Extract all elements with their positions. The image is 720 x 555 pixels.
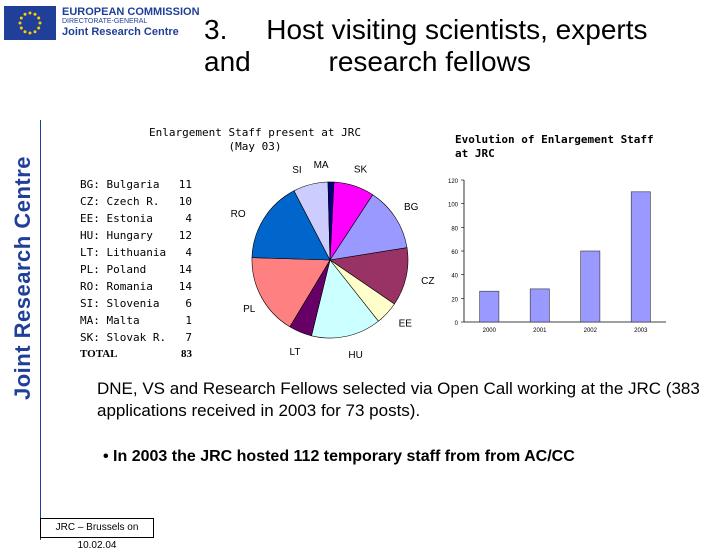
body-paragraph: DNE, VS and Research Fellows selected vi… [97,379,700,420]
pie-chart: SK BG CZ EE HU LT PL RO SI MA [231,160,435,360]
side-divider [40,120,41,540]
pie-subtitle-line: (May 03) [228,140,282,153]
logo-dg-text: DIRECTORATE-GENERAL [62,18,148,25]
slide-title: 3. Host visiting scientists, experts and… [204,14,648,78]
legend-country: SI: Slovenia [80,297,160,310]
legend-count: 10 [178,195,192,208]
legend-row: SK: Slovak R. 7 [80,329,192,346]
pie-label: PL [243,304,256,315]
legend-count: 1 [185,314,192,327]
bar-x-tick-label: 2002 [584,328,598,334]
legend-row: TOTAL 83 [80,346,192,363]
legend-row: RO: Romania 14 [80,278,192,295]
legend-country: TOTAL [80,348,118,360]
pie-label: LT [290,347,301,358]
legend-row: LT: Lithuania 4 [80,244,192,261]
legend-count: 83 [181,348,192,360]
slide-title-line2: and research fellows [204,46,531,77]
pie-label: BG [404,202,419,213]
legend-country: PL: Poland [80,263,147,276]
pie-label: RO [231,209,246,220]
pie-slice-pl [251,257,331,328]
logo-commission-text: EUROPEAN COMMISSION [62,6,200,18]
pie-label: CZ [421,276,434,287]
jrc-logo: EUROPEAN COMMISSION DIRECTORATE-GENERAL … [4,4,200,42]
bar-chart-title: Evolution of Enlargement Staff at JRC [455,133,654,160]
footer-label: JRC – Brussels on 10.02.04 [40,518,154,551]
eu-flag-icon [4,6,56,40]
pie-slice-bg [329,194,408,261]
pie-title-line: Enlargement Staff present at JRC [149,126,361,139]
legend-count: 7 [185,331,192,344]
pie-slice-ma [327,181,335,261]
bar-y-tick-label: 120 [448,179,459,185]
legend-count: 4 [185,212,192,225]
country-legend: BG: Bulgaria 11 CZ: Czech R. 10 EE: Estonia 4… [80,176,192,363]
legend-country: HU: Hungary [80,229,153,242]
legend-row: BG: Bulgaria 11 [80,176,192,193]
legend-country: CZ: Czech R. [80,195,160,208]
legend-country: MA: Malta [80,314,140,327]
pie-slice-hu [311,259,379,339]
bar-2003 [630,191,651,323]
legend-count: 6 [185,297,192,310]
legend-country: LT: Lithuania [80,246,167,259]
legend-country: BG: Bulgaria [80,178,160,191]
legend-count: 14 [178,280,192,293]
legend-row: SI: Slovenia 6 [80,295,192,312]
bar-y-tick-label: 100 [448,203,459,209]
bar-y-tick-label: 40 [451,274,458,280]
bar-y-tick-label: 60 [451,250,458,256]
side-label: Joint Research Centre [10,155,35,400]
legend-count: 12 [178,229,192,242]
legend-row: EE: Estonia 4 [80,210,192,227]
bar-x-tick-label: 2001 [533,328,547,334]
logo-jrc-text: Joint Research Centre [62,26,179,38]
pie-label: SI [292,165,301,176]
bar-y-tick-label: 20 [451,297,458,303]
bar-y-tick-label: 0 [455,321,459,327]
legend-row: PL: Poland 14 [80,261,192,278]
bar-2001 [529,288,550,323]
pie-label: MA [314,160,329,171]
bar-y-tick-label: 80 [451,226,458,232]
legend-country: RO: Romania [80,280,153,293]
legend-row: HU: Hungary 12 [80,227,192,244]
bar-2000 [479,290,500,323]
legend-row: MA: Malta 1 [80,312,192,329]
bar-2002 [580,250,601,323]
legend-count: 14 [178,263,192,276]
legend-count: 11 [178,178,192,191]
bar-x-tick-label: 2003 [634,328,648,334]
legend-count: 4 [185,246,192,259]
pie-slice-ro [251,190,331,261]
pie-label: HU [348,350,362,360]
bar-x-tick-label: 2000 [483,328,497,334]
legend-row: CZ: Czech R. 10 [80,193,192,210]
pie-label: SK [354,165,368,176]
pie-slice-cz [329,247,409,305]
legend-country: EE: Estonia [80,212,153,225]
bullet-point: • In 2003 the JRC hosted 112 temporary s… [103,448,575,465]
slide-title-line1: 3. Host visiting scientists, experts [204,14,648,45]
pie-label: EE [399,319,413,330]
legend-country: SK: Slovak R. [80,331,167,344]
pie-chart-title: Enlargement Staff present at JRC (May 03… [120,126,390,154]
bar-chart: 120 100 80 60 40 20 0 2000 2001 2002 2003 [448,179,666,334]
